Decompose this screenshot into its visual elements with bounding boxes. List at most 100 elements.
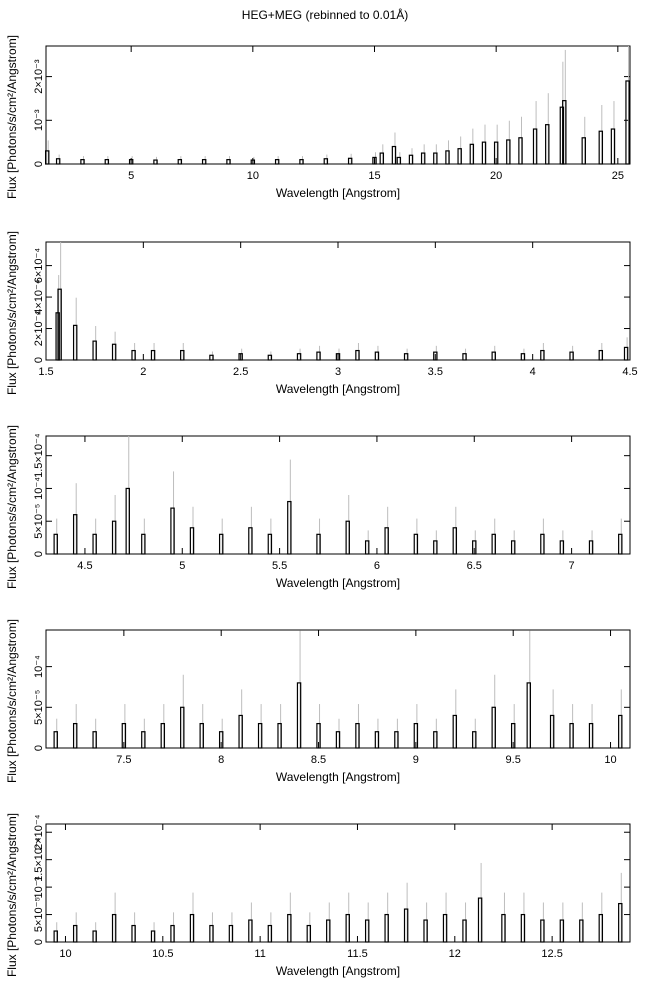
y-tick-label: 2×10⁻⁴ [33,814,45,850]
x-axis-label: Wavelength [Angstrom] [276,186,400,200]
flux-bar [355,722,360,749]
flux-bar [506,139,511,165]
spectrum-panel-1: 1.5 2 2.5 3 3.5 4 4.5 0 2×10⁻⁴ 4×10⁻⁴ 6×10⁻⁴ Wavele… [0,224,650,414]
flux-bar [394,731,399,749]
x-axis-label: Wavelength [Angstrom] [276,770,400,784]
flux-bar [131,924,136,943]
x-tick-label: 5 [128,170,134,182]
x-tick-label: 11.5 [347,948,368,960]
flux-bar [413,722,419,749]
flux-bar [57,288,62,361]
flux-bar [532,128,538,165]
y-tick-label: 10⁻³ [33,109,45,131]
y-tick-label: 5×10⁻⁵ [33,690,45,725]
flux-bar [131,349,136,361]
x-tick-label: 4.5 [77,560,92,572]
flux-bar [274,159,280,165]
flux-bar [72,324,78,361]
x-tick-label: 3 [335,366,341,378]
flux-bar [433,351,438,361]
flux-bar [218,533,224,555]
y-axis-label: Flux [Photons/s/cm²/Angstrom] [5,619,19,783]
spectrum-panel-3: 7.5 8 8.5 9 9.5 10 0 5×10⁻⁵ 10⁻⁴ Wavelength [Angs… [0,612,650,802]
flux-bar [384,913,389,943]
flux-bar [296,353,302,361]
flux-bar [452,714,458,749]
flux-bar [238,353,243,361]
flux-bar [540,919,545,943]
flux-bar [44,150,50,165]
flux-bar [323,158,329,165]
flux-bar [92,731,97,749]
flux-bar [625,80,630,165]
plot-frame [45,629,631,749]
flux-bar [150,930,156,943]
y-tick-label: 1.5×10⁻⁴ [33,433,45,478]
flux-bar [588,722,594,749]
y-tick-label: 0 [33,939,45,945]
flux-bar [526,682,531,749]
flux-bar [153,159,158,165]
x-axis-label: Wavelength [Angstrom] [276,382,400,396]
flux-bar [177,159,183,165]
flux-bar [248,919,253,943]
plot-frame [45,241,631,361]
flux-bar [372,156,377,165]
flux-bar [493,141,499,165]
y-tick-label: 0 [33,551,45,557]
flux-bar [501,913,506,943]
flux-bar [579,919,584,943]
flux-bar [598,349,604,361]
x-tick-label: 7 [569,560,575,572]
flux-bar [277,722,282,749]
flux-bar [250,159,256,165]
flux-bar [433,152,438,165]
flux-bar [403,353,409,361]
x-tick-label: 5 [179,560,185,572]
x-tick-label: 3.5 [428,366,443,378]
flux-bar [267,924,273,943]
flux-bar [72,514,78,555]
y-axis-label: Flux [Photons/s/cm²/Angstrom] [5,813,19,977]
flux-bar [92,930,97,943]
x-tick-label: 4 [530,366,536,378]
flux-bar [545,124,550,165]
flux-bar [618,714,623,749]
flux-bar [267,533,273,555]
flux-bar [384,527,389,555]
y-tick-label: 1.5×10⁻⁴ [33,837,45,882]
x-tick-label: 5.5 [272,560,287,572]
flux-bar [287,913,292,943]
flux-bar [316,722,321,749]
y-axis-label: Flux [Photons/s/cm²/Angstrom] [5,425,19,589]
flux-bar [610,128,616,165]
plot-frame [45,45,631,165]
y-tick-label: 6×10⁻⁴ [33,248,45,284]
flux-bar [128,159,134,165]
flux-bar [481,141,487,165]
flux-bar [141,731,146,749]
flux-bar [457,148,462,165]
flux-bar [316,351,321,361]
flux-bar [238,714,243,749]
x-tick-label: 2 [140,366,146,378]
flux-bar [316,533,321,555]
flux-bar [462,353,467,361]
flux-bar [472,540,477,555]
x-tick-label: 6 [374,560,380,572]
flux-bar [125,487,130,555]
flux-bar [391,145,397,165]
x-tick-label: 4.5 [622,366,637,378]
flux-bar [569,351,574,361]
flux-bar [226,159,231,165]
x-tick-label: 10.5 [152,948,173,960]
flux-bar [520,353,526,361]
x-tick-label: 15 [368,170,380,182]
flux-bar [150,349,156,361]
flux-bar [403,908,409,943]
flux-bar [347,157,353,165]
flux-bar [520,913,526,943]
y-tick-label: 5×10⁻⁵ [33,504,45,539]
flux-bar [218,731,224,749]
chart-title: HEG+MEG (rebinned to 0.01Å) [241,8,409,22]
